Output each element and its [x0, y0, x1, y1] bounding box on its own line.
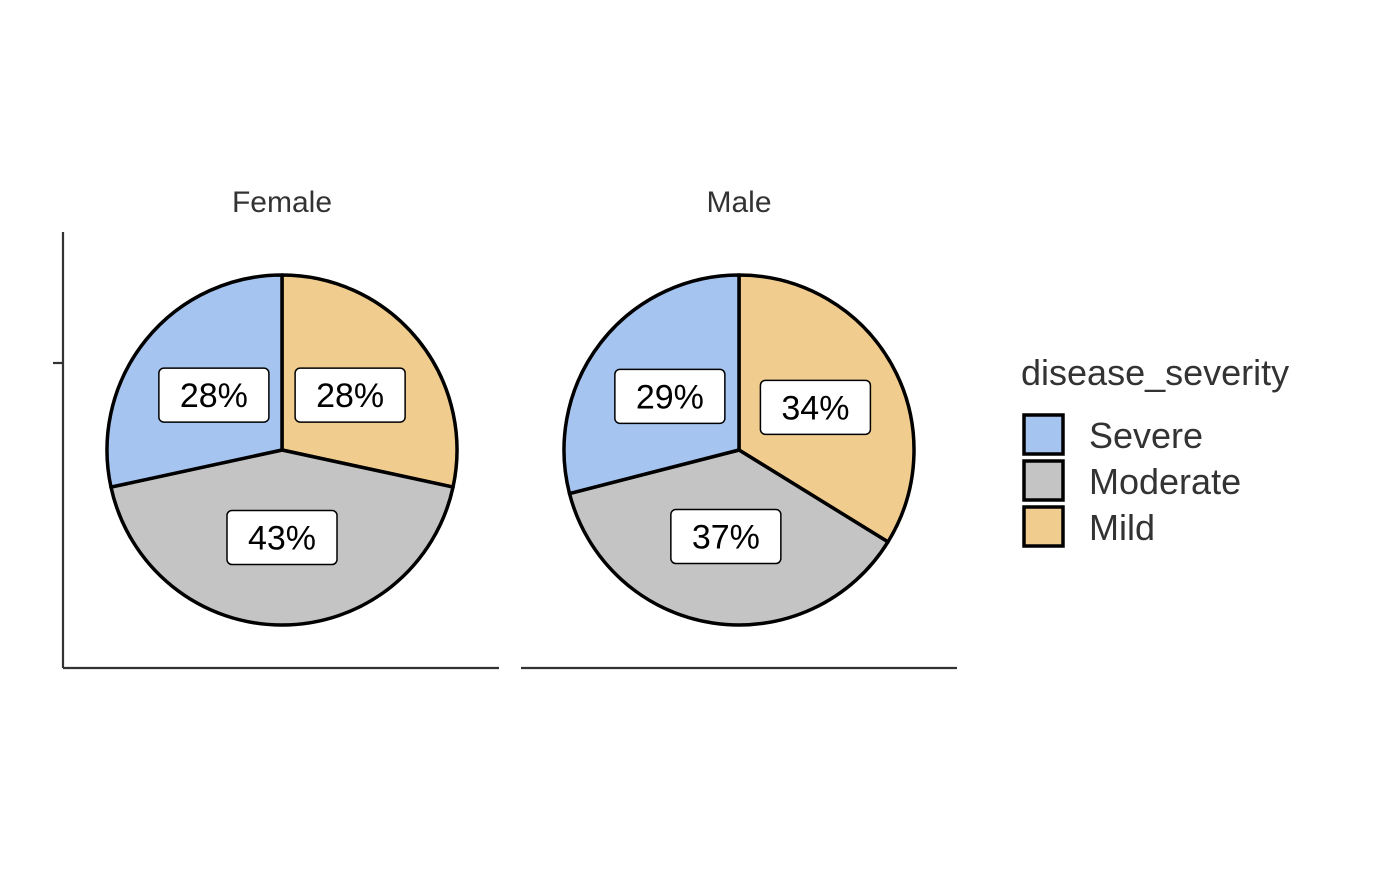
facet-title: Male — [706, 186, 771, 219]
data-label: 34% — [759, 379, 872, 436]
slice-label: 28% — [316, 377, 384, 415]
pie-male: Male 34% 37% 29% — [562, 186, 916, 627]
slice-label: 29% — [636, 378, 704, 416]
data-label: 37% — [670, 508, 782, 565]
legend-swatch — [1022, 505, 1065, 548]
legend-swatch — [1022, 459, 1065, 502]
data-label: 29% — [614, 368, 726, 425]
legend-entry-mild: Mild — [1022, 505, 1155, 548]
slice-label: 34% — [781, 389, 849, 427]
slice-label: 43% — [248, 520, 316, 558]
legend-swatch — [1022, 413, 1065, 456]
legend-title: disease_severity — [1021, 352, 1289, 393]
legend-label: Severe — [1089, 415, 1203, 456]
legend-label: Moderate — [1089, 461, 1241, 502]
pie-female: Female 28% 43% 28% — [105, 186, 459, 627]
legend-entry-severe: Severe — [1022, 413, 1203, 456]
legend-label: Mild — [1089, 507, 1155, 548]
slice-label: 28% — [180, 377, 248, 415]
data-label: 43% — [226, 509, 338, 566]
data-label: 28% — [158, 367, 270, 423]
facet-title: Female — [232, 186, 332, 219]
axes — [53, 232, 957, 670]
legend: disease_severity Severe Moderate Mild — [1021, 352, 1289, 548]
slice-label: 37% — [692, 519, 760, 557]
legend-entry-moderate: Moderate — [1022, 459, 1241, 502]
data-label: 28% — [294, 367, 406, 423]
